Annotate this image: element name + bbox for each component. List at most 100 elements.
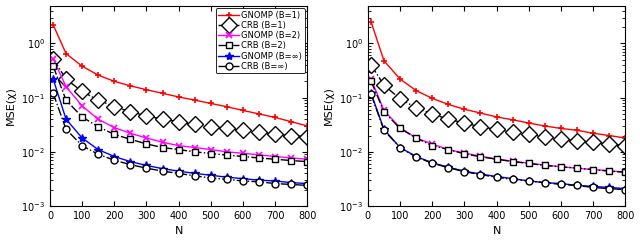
GNOMP (B=∞) <box>477 173 484 175</box>
Line: CRB (B=∞): CRB (B=∞) <box>50 90 311 189</box>
CRB (B=2) <box>207 152 214 155</box>
GNOMP (B=1) <box>461 108 468 111</box>
CRB (B=∞) <box>175 172 182 175</box>
GNOMP (B=2) <box>461 151 468 154</box>
CRB (B=∞) <box>541 181 548 184</box>
GNOMP (B=2) <box>271 155 279 158</box>
CRB (B=∞) <box>62 128 70 131</box>
CRB (B=2) <box>159 146 166 149</box>
CRB (B=1) <box>477 125 484 128</box>
CRB (B=2) <box>49 65 57 68</box>
GNOMP (B=1) <box>159 92 166 95</box>
GNOMP (B=2) <box>589 168 597 171</box>
GNOMP (B=1) <box>223 105 231 108</box>
GNOMP (B=∞) <box>175 170 182 173</box>
GNOMP (B=∞) <box>239 177 247 180</box>
CRB (B=1) <box>621 144 629 147</box>
CRB (B=∞) <box>461 170 468 173</box>
GNOMP (B=∞) <box>62 118 70 121</box>
GNOMP (B=1) <box>271 116 279 119</box>
Line: GNOMP (B=∞): GNOMP (B=∞) <box>49 75 312 188</box>
CRB (B=2) <box>175 148 182 151</box>
GNOMP (B=2) <box>541 164 548 166</box>
CRB (B=2) <box>303 160 311 163</box>
CRB (B=2) <box>62 99 70 102</box>
GNOMP (B=1) <box>127 84 134 87</box>
GNOMP (B=1) <box>207 102 214 105</box>
CRB (B=∞) <box>159 170 166 173</box>
Line: CRB (B=∞): CRB (B=∞) <box>367 91 628 193</box>
GNOMP (B=1) <box>303 125 311 128</box>
GNOMP (B=∞) <box>573 184 581 187</box>
CRB (B=2) <box>111 133 118 136</box>
CRB (B=1) <box>239 129 247 132</box>
CRB (B=2) <box>428 144 436 147</box>
GNOMP (B=1) <box>605 134 613 137</box>
CRB (B=∞) <box>477 173 484 176</box>
CRB (B=1) <box>271 133 279 136</box>
GNOMP (B=1) <box>621 136 629 139</box>
Legend: GNOMP (B=1), CRB (B=1), GNOMP (B=2), CRB (B=2), GNOMP (B=∞), CRB (B=∞): GNOMP (B=1), CRB (B=1), GNOMP (B=2), CRB… <box>216 8 305 73</box>
CRB (B=1) <box>175 120 182 123</box>
CRB (B=1) <box>94 99 102 102</box>
CRB (B=∞) <box>287 183 295 186</box>
CRB (B=1) <box>461 121 468 124</box>
GNOMP (B=1) <box>49 23 57 26</box>
CRB (B=1) <box>589 141 597 144</box>
GNOMP (B=∞) <box>223 176 231 179</box>
GNOMP (B=2) <box>207 148 214 151</box>
GNOMP (B=2) <box>111 126 118 129</box>
CRB (B=∞) <box>444 166 452 169</box>
CRB (B=2) <box>605 170 613 173</box>
GNOMP (B=2) <box>303 158 311 161</box>
CRB (B=∞) <box>380 129 388 132</box>
GNOMP (B=1) <box>191 99 198 102</box>
CRB (B=1) <box>573 139 581 142</box>
CRB (B=∞) <box>621 188 629 191</box>
CRB (B=1) <box>207 125 214 128</box>
GNOMP (B=1) <box>541 125 548 128</box>
CRB (B=∞) <box>271 182 279 185</box>
Y-axis label: MSE(χ): MSE(χ) <box>323 86 333 125</box>
CRB (B=2) <box>541 164 548 167</box>
GNOMP (B=2) <box>428 143 436 145</box>
CRB (B=∞) <box>143 167 150 170</box>
CRB (B=∞) <box>589 186 597 189</box>
CRB (B=1) <box>111 105 118 108</box>
GNOMP (B=1) <box>94 74 102 77</box>
CRB (B=2) <box>493 158 500 161</box>
CRB (B=2) <box>461 152 468 155</box>
CRB (B=1) <box>412 106 420 109</box>
GNOMP (B=1) <box>255 113 263 115</box>
CRB (B=1) <box>49 57 57 60</box>
CRB (B=2) <box>78 115 86 118</box>
GNOMP (B=2) <box>621 171 629 174</box>
GNOMP (B=2) <box>62 85 70 88</box>
GNOMP (B=1) <box>111 80 118 83</box>
GNOMP (B=∞) <box>380 128 388 131</box>
CRB (B=∞) <box>78 144 86 147</box>
CRB (B=∞) <box>367 93 375 96</box>
CRB (B=∞) <box>255 180 263 183</box>
GNOMP (B=∞) <box>525 180 532 182</box>
GNOMP (B=∞) <box>255 179 263 182</box>
CRB (B=2) <box>143 143 150 145</box>
CRB (B=∞) <box>239 180 247 182</box>
GNOMP (B=∞) <box>493 175 500 178</box>
CRB (B=2) <box>509 160 516 163</box>
GNOMP (B=1) <box>367 20 375 23</box>
CRB (B=∞) <box>493 176 500 179</box>
CRB (B=2) <box>127 138 134 141</box>
CRB (B=∞) <box>111 159 118 162</box>
GNOMP (B=1) <box>589 132 597 135</box>
CRB (B=1) <box>223 127 231 130</box>
CRB (B=1) <box>525 133 532 136</box>
CRB (B=2) <box>380 110 388 113</box>
GNOMP (B=1) <box>477 112 484 114</box>
CRB (B=1) <box>396 97 404 100</box>
GNOMP (B=∞) <box>78 136 86 139</box>
CRB (B=2) <box>367 80 375 83</box>
GNOMP (B=∞) <box>287 181 295 184</box>
CRB (B=1) <box>159 118 166 121</box>
CRB (B=∞) <box>573 184 581 187</box>
